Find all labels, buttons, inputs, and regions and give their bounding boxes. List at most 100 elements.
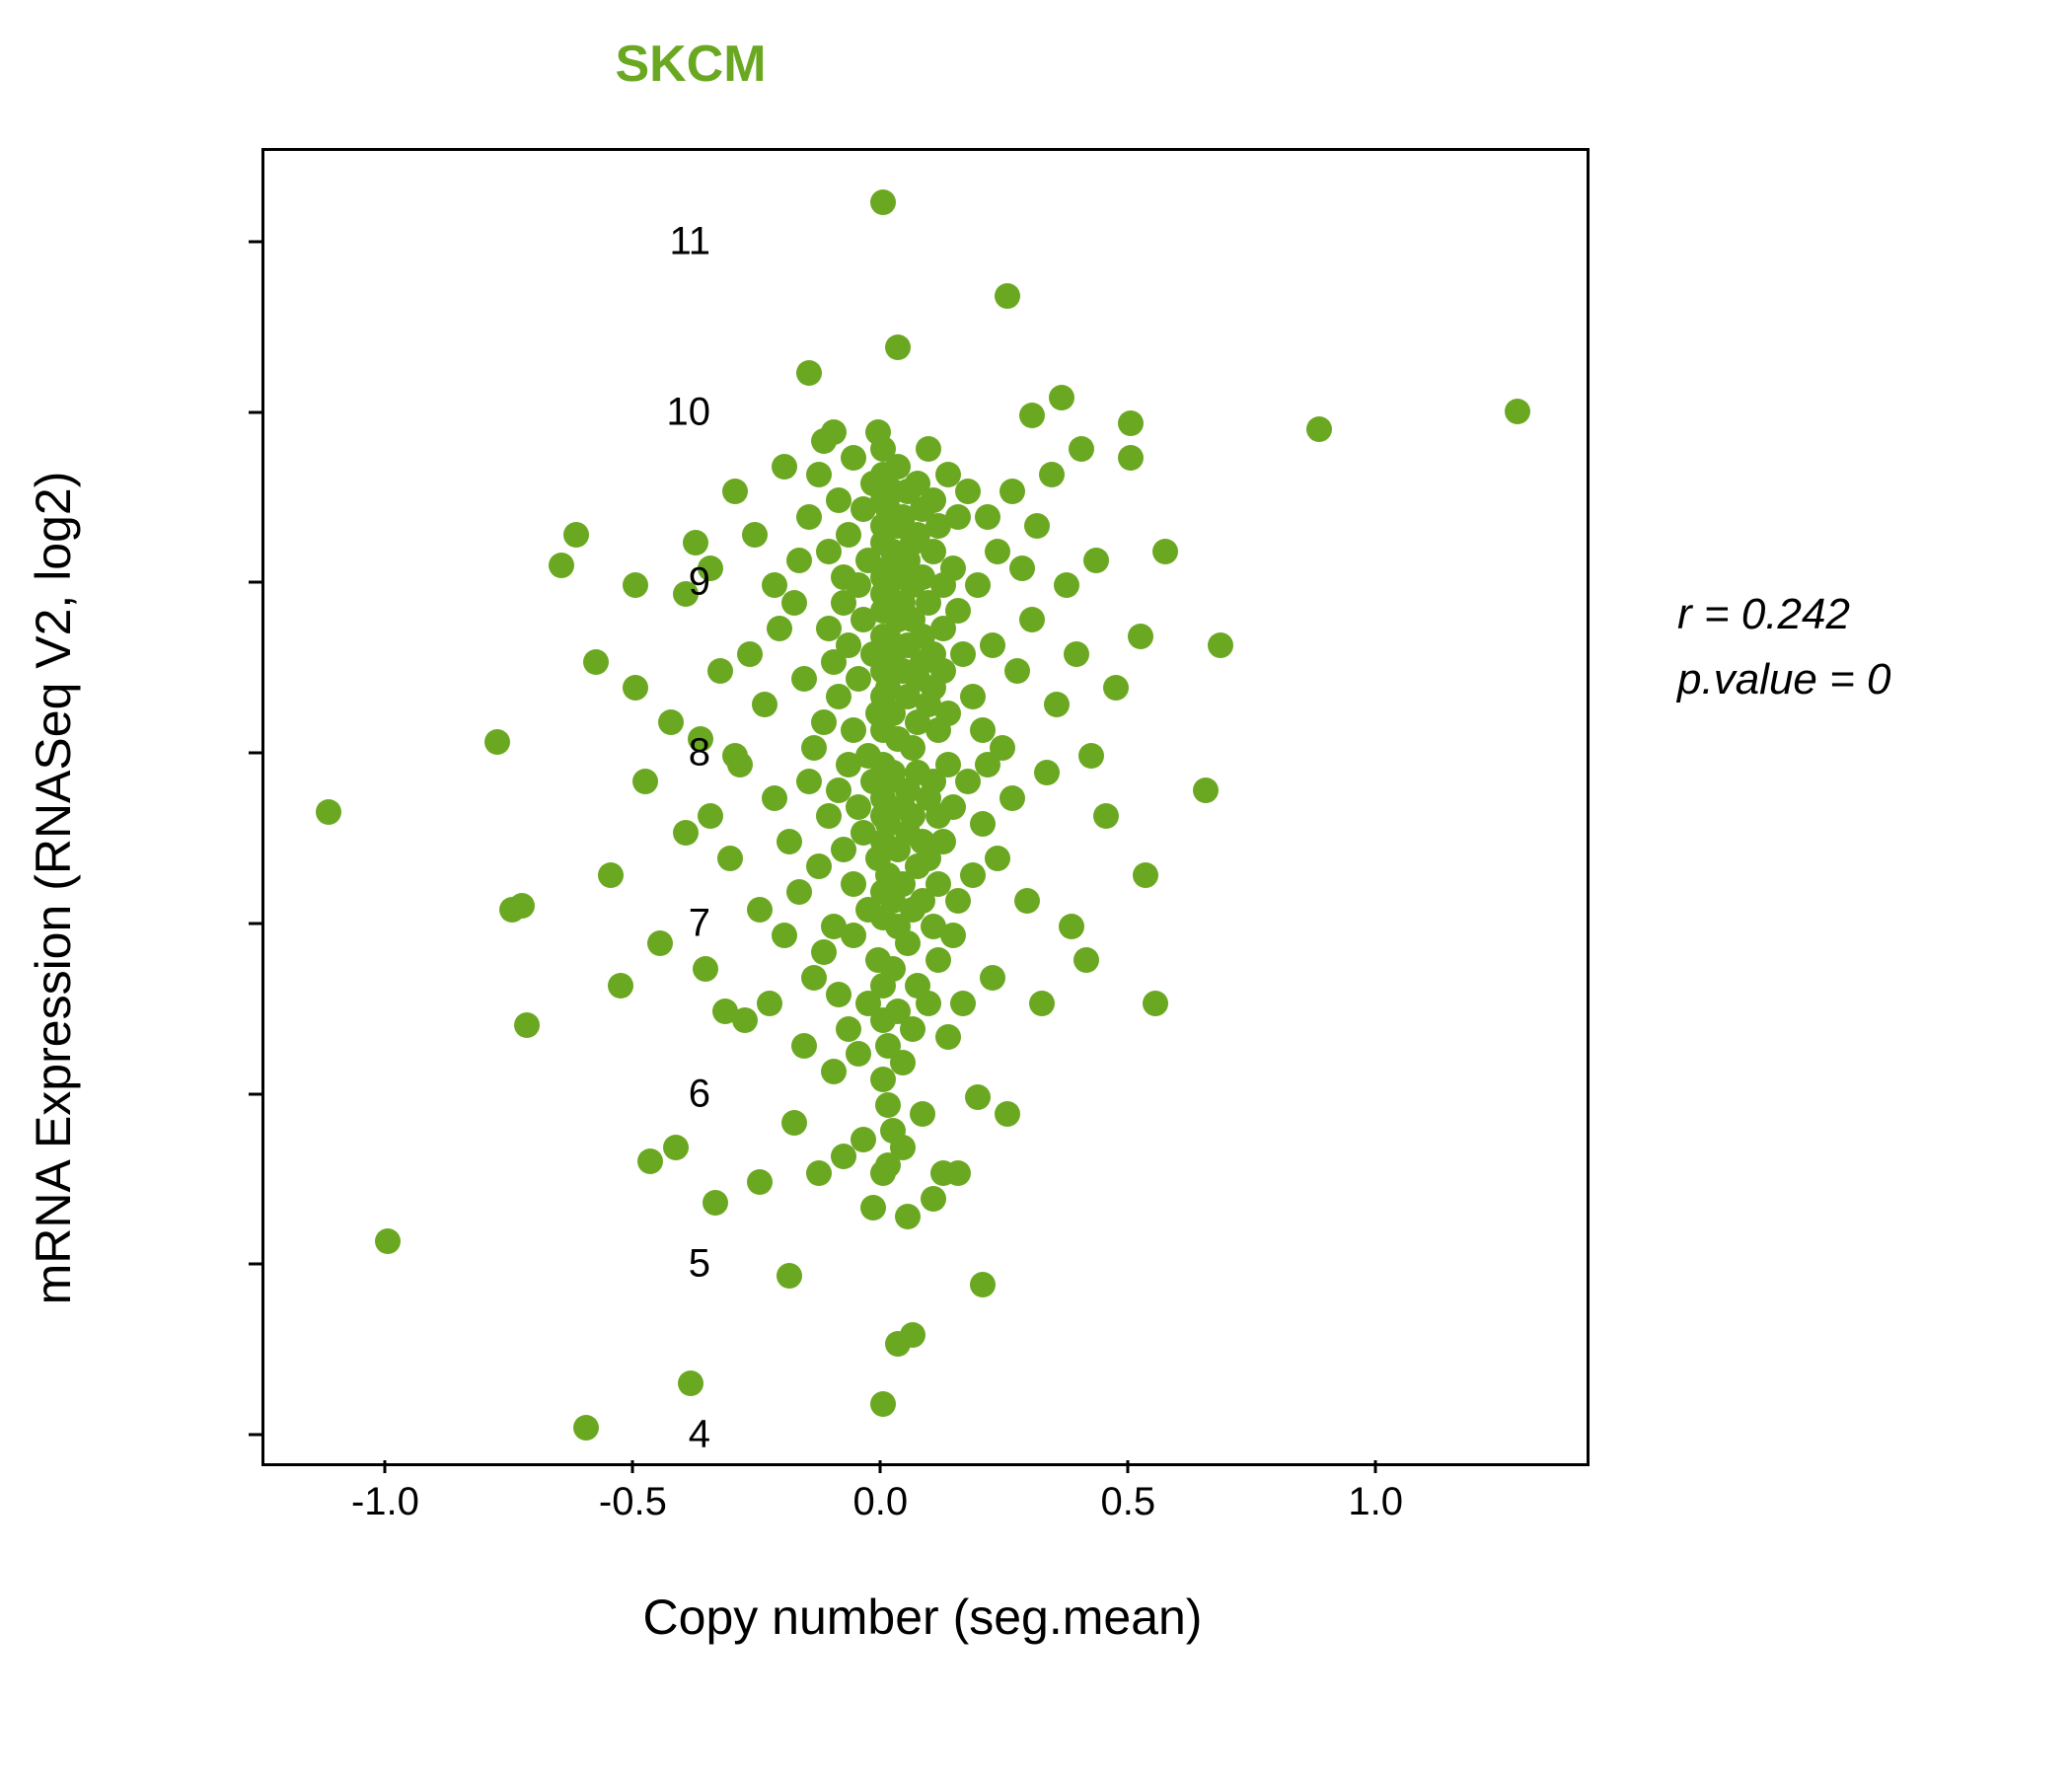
x-axis-tick-mark bbox=[879, 1460, 882, 1473]
scatter-point bbox=[925, 947, 951, 973]
r-stat-line: r = 0.242 bbox=[1677, 582, 1891, 647]
scatter-point bbox=[772, 923, 797, 948]
scatter-point bbox=[950, 641, 976, 667]
scatter-point bbox=[975, 504, 1000, 530]
scatter-point bbox=[916, 991, 941, 1016]
scatter-point bbox=[846, 1041, 871, 1067]
scatter-point bbox=[935, 701, 961, 726]
scatter-point bbox=[786, 879, 812, 905]
scatter-point bbox=[980, 632, 1005, 658]
scatter-point bbox=[1024, 513, 1050, 539]
scatter-point bbox=[801, 965, 827, 991]
scatter-point bbox=[791, 666, 817, 692]
scatter-point bbox=[1093, 803, 1119, 829]
scatter-point bbox=[1069, 436, 1094, 462]
x-axis-tick-mark bbox=[1374, 1460, 1377, 1473]
y-axis-tick-mark bbox=[249, 1092, 261, 1095]
scatter-point bbox=[900, 1322, 925, 1348]
scatter-point bbox=[995, 283, 1020, 309]
scatter-point bbox=[940, 923, 966, 948]
scatter-point bbox=[999, 785, 1025, 811]
scatter-point bbox=[836, 522, 861, 548]
scatter-point bbox=[846, 794, 871, 820]
scatter-point bbox=[703, 1190, 728, 1216]
y-axis-tick-mark bbox=[249, 241, 261, 244]
scatter-point bbox=[1505, 399, 1530, 424]
scatter-point bbox=[980, 965, 1005, 991]
scatter-point bbox=[885, 334, 911, 360]
scatter-point bbox=[752, 692, 777, 717]
y-axis-tick-label: 6 bbox=[651, 1072, 710, 1116]
scatter-point bbox=[1039, 462, 1065, 487]
scatter-point bbox=[870, 1391, 896, 1417]
scatter-point bbox=[732, 1007, 758, 1033]
scatter-point bbox=[1009, 555, 1035, 581]
scatter-point bbox=[786, 548, 812, 573]
scatter-point bbox=[955, 479, 981, 504]
scatter-point bbox=[836, 632, 861, 658]
scatter-point bbox=[598, 862, 624, 888]
scatter-point bbox=[1044, 692, 1070, 717]
scatter-point bbox=[1019, 607, 1045, 632]
scatter-point bbox=[1143, 991, 1168, 1016]
scatter-point bbox=[673, 820, 699, 846]
scatter-point bbox=[826, 487, 851, 513]
x-axis-tick-label: 0.5 bbox=[1100, 1480, 1155, 1524]
scatter-point bbox=[875, 1092, 901, 1118]
scatter-point bbox=[1152, 539, 1178, 564]
scatter-point bbox=[880, 956, 906, 982]
y-axis-tick-mark bbox=[249, 752, 261, 755]
scatter-point bbox=[1078, 743, 1104, 769]
scatter-point bbox=[895, 1204, 921, 1229]
scatter-point bbox=[663, 1135, 689, 1160]
scatter-point bbox=[698, 803, 723, 829]
scatter-point bbox=[826, 982, 851, 1007]
scatter-point bbox=[890, 1135, 916, 1160]
x-axis-tick-mark bbox=[631, 1460, 634, 1473]
scatter-point bbox=[841, 717, 866, 743]
scatter-point bbox=[727, 752, 753, 777]
scatter-point bbox=[821, 1059, 847, 1084]
scatter-point bbox=[1014, 888, 1040, 914]
scatter-point bbox=[811, 939, 837, 965]
scatter-point bbox=[1004, 658, 1030, 684]
scatter-point bbox=[573, 1415, 599, 1441]
scatter-point bbox=[717, 846, 743, 871]
scatter-point bbox=[860, 1195, 886, 1221]
y-axis-tick-label: 9 bbox=[651, 560, 710, 605]
y-axis-tick-mark bbox=[249, 410, 261, 413]
scatter-point bbox=[965, 572, 991, 598]
y-axis-title: mRNA Expression (RNASeq V2, log2) bbox=[25, 247, 82, 1529]
scatter-point bbox=[1103, 675, 1129, 701]
scatter-point bbox=[484, 729, 510, 755]
scatter-point bbox=[995, 1101, 1020, 1127]
scatter-point bbox=[841, 445, 866, 471]
x-axis-tick-label: -0.5 bbox=[599, 1480, 667, 1524]
scatter-point bbox=[683, 530, 708, 555]
r-value: 0.242 bbox=[1741, 590, 1850, 638]
x-axis-tick-mark bbox=[1127, 1460, 1130, 1473]
x-axis-tick-label: 0.0 bbox=[853, 1480, 909, 1524]
scatter-point bbox=[1029, 991, 1055, 1016]
scatter-point bbox=[945, 1160, 971, 1186]
scatter-point bbox=[781, 1110, 807, 1136]
scatter-point bbox=[930, 829, 956, 854]
y-axis-tick-label: 11 bbox=[651, 220, 710, 264]
scatter-point bbox=[707, 658, 733, 684]
scatter-point bbox=[757, 991, 782, 1016]
scatter-point bbox=[1054, 572, 1079, 598]
scatter-point bbox=[772, 454, 797, 480]
scatter-point bbox=[921, 1186, 946, 1212]
scatter-point bbox=[950, 991, 976, 1016]
scatter-point bbox=[960, 862, 986, 888]
scatter-point bbox=[801, 735, 827, 761]
y-axis-tick-label: 7 bbox=[651, 901, 710, 945]
scatter-point bbox=[375, 1228, 401, 1254]
scatter-point bbox=[1073, 947, 1099, 973]
scatter-point bbox=[806, 462, 832, 487]
scatter-point bbox=[836, 1016, 861, 1042]
scatter-point bbox=[796, 360, 822, 386]
scatter-point bbox=[890, 1050, 916, 1075]
x-axis-tick-label: -1.0 bbox=[351, 1480, 419, 1524]
scatter-point bbox=[811, 709, 837, 735]
